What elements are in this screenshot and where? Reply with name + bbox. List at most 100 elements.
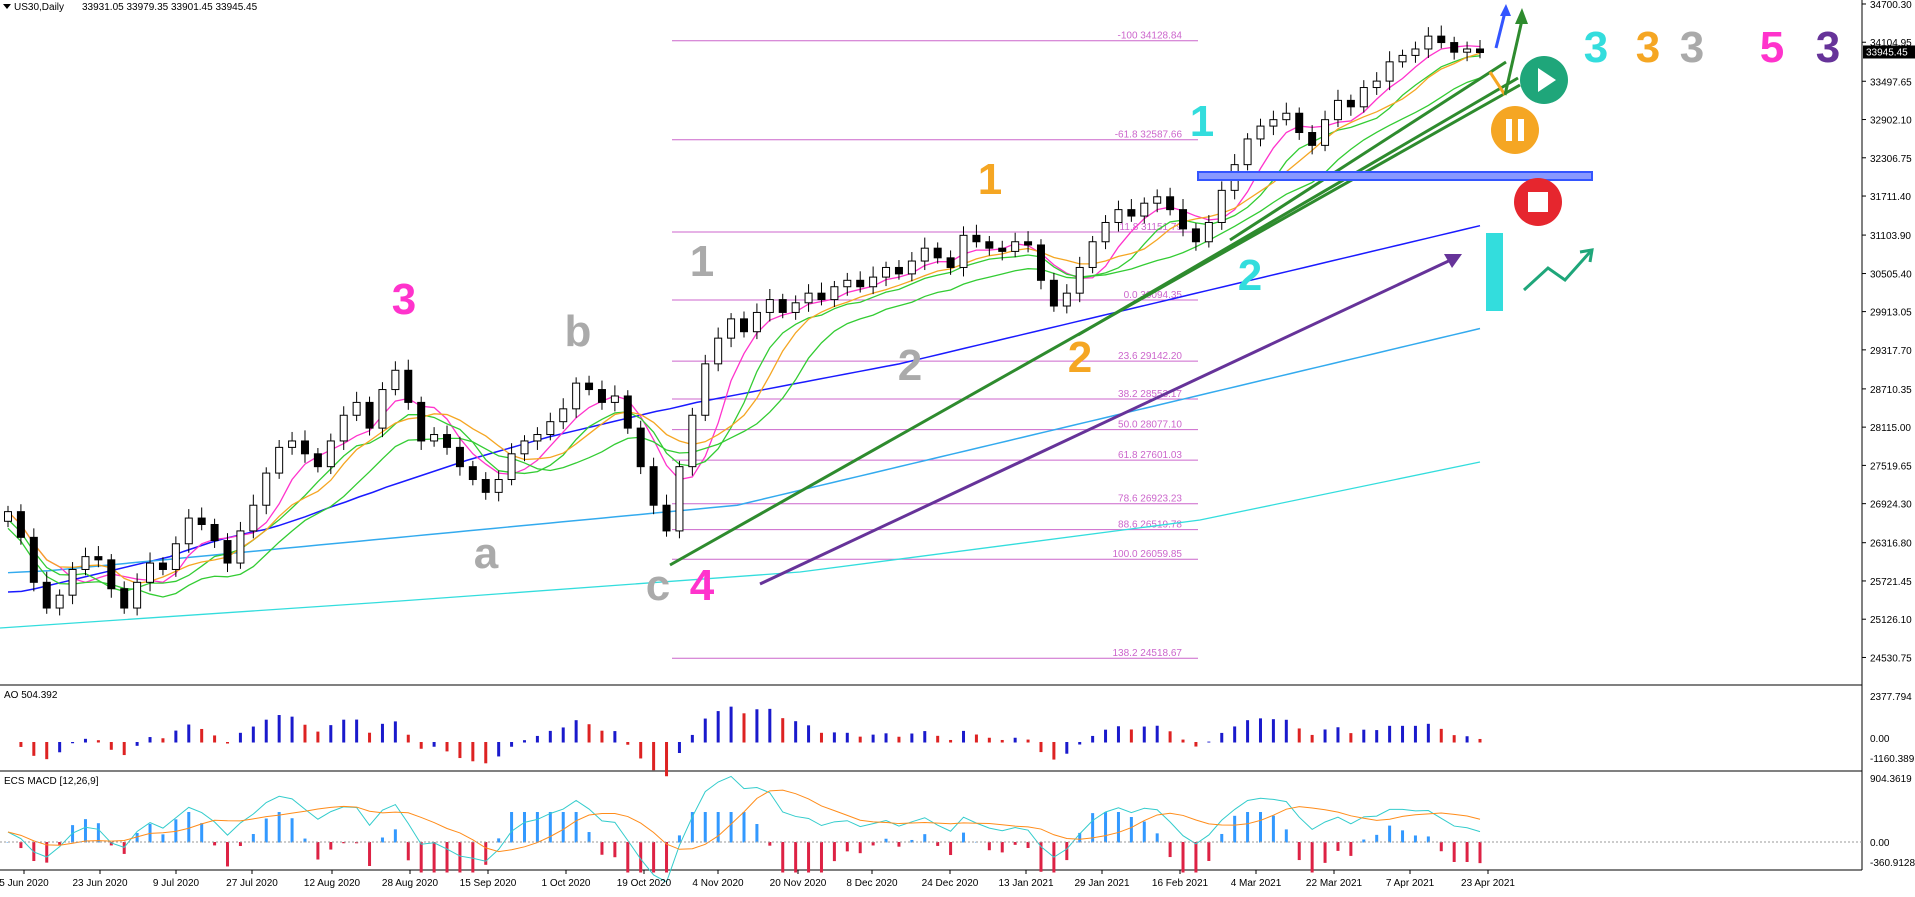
candle[interactable] — [507, 453, 516, 481]
candle[interactable] — [107, 559, 116, 590]
candle[interactable] — [1321, 119, 1330, 146]
candle[interactable] — [1153, 196, 1162, 204]
candle[interactable] — [1024, 241, 1033, 246]
candle[interactable] — [133, 581, 142, 609]
candle[interactable] — [1463, 48, 1472, 53]
candle[interactable] — [404, 369, 413, 403]
candle[interactable] — [1295, 112, 1304, 134]
candle[interactable] — [636, 427, 645, 468]
candle[interactable] — [572, 382, 581, 410]
candle[interactable] — [533, 434, 542, 442]
candle[interactable] — [804, 292, 813, 304]
candle[interactable] — [249, 504, 258, 532]
candle[interactable] — [1062, 292, 1071, 307]
candle[interactable] — [158, 562, 167, 570]
candle[interactable] — [223, 540, 232, 564]
candle[interactable] — [1114, 209, 1123, 223]
candle[interactable] — [623, 395, 632, 429]
trendline-purple[interactable] — [759, 256, 1456, 586]
candle[interactable] — [1101, 221, 1110, 243]
candle[interactable] — [843, 279, 852, 288]
candle[interactable] — [959, 234, 968, 268]
candle[interactable] — [197, 517, 206, 525]
candle[interactable] — [352, 401, 361, 416]
candle[interactable] — [171, 543, 180, 570]
candle[interactable] — [68, 568, 77, 596]
target-zone[interactable] — [1486, 233, 1503, 311]
candle[interactable] — [55, 594, 64, 609]
candle[interactable] — [740, 318, 748, 333]
candle[interactable] — [1424, 35, 1433, 50]
candle[interactable] — [81, 556, 90, 570]
candle[interactable] — [1308, 132, 1317, 146]
candle[interactable] — [1333, 99, 1342, 121]
candle[interactable] — [920, 247, 929, 262]
candle[interactable] — [1179, 209, 1188, 230]
candle[interactable] — [752, 311, 761, 333]
candle[interactable] — [714, 337, 723, 365]
candle[interactable] — [894, 266, 903, 275]
candle[interactable] — [559, 408, 568, 423]
candle[interactable] — [675, 466, 684, 532]
candle[interactable] — [985, 241, 994, 249]
candle[interactable] — [210, 523, 219, 542]
candle[interactable] — [765, 299, 774, 313]
candle[interactable] — [1075, 266, 1084, 294]
candle[interactable] — [688, 414, 697, 468]
candle[interactable] — [443, 434, 452, 448]
candle[interactable] — [1217, 189, 1226, 223]
candle[interactable] — [1204, 221, 1213, 243]
candle[interactable] — [1476, 48, 1484, 54]
candle[interactable] — [1140, 202, 1149, 217]
candle[interactable] — [546, 421, 555, 436]
candle[interactable] — [998, 247, 1007, 252]
candle[interactable] — [662, 504, 671, 532]
candle[interactable] — [727, 318, 736, 339]
candle[interactable] — [907, 260, 916, 275]
candle[interactable] — [339, 414, 348, 442]
candle[interactable] — [1088, 241, 1097, 268]
candle[interactable] — [365, 401, 374, 429]
candle[interactable] — [481, 479, 490, 493]
candle[interactable] — [933, 247, 942, 259]
candle[interactable] — [1450, 42, 1459, 53]
candle[interactable] — [610, 395, 619, 403]
candle[interactable] — [1243, 138, 1252, 166]
candle[interactable] — [4, 511, 12, 522]
candle[interactable] — [701, 363, 710, 416]
candle[interactable] — [326, 440, 335, 468]
candle[interactable] — [946, 257, 955, 268]
candle[interactable] — [882, 266, 891, 278]
candle[interactable] — [1191, 228, 1200, 243]
candle[interactable] — [830, 286, 839, 301]
candle[interactable] — [300, 440, 309, 455]
candle[interactable] — [1256, 125, 1265, 140]
candle[interactable] — [1398, 54, 1407, 63]
candle[interactable] — [313, 453, 322, 468]
pause-icon[interactable] — [1491, 106, 1539, 154]
candle[interactable] — [597, 389, 606, 403]
candle[interactable] — [391, 369, 400, 391]
candle[interactable] — [16, 511, 25, 538]
candle[interactable] — [1385, 61, 1394, 82]
candle[interactable] — [585, 382, 594, 391]
candle[interactable] — [1282, 112, 1291, 121]
trendline-green[interactable] — [1229, 60, 1507, 242]
candle[interactable] — [972, 234, 981, 243]
candle[interactable] — [869, 276, 878, 288]
candle[interactable] — [1036, 244, 1045, 281]
candle[interactable] — [1359, 87, 1368, 108]
candle[interactable] — [275, 446, 284, 474]
candle[interactable] — [791, 302, 800, 313]
candle[interactable] — [146, 562, 155, 583]
candle[interactable] — [1127, 209, 1136, 217]
candle[interactable] — [430, 434, 439, 442]
candle[interactable] — [288, 440, 297, 448]
candle[interactable] — [817, 292, 826, 301]
support-zone[interactable] — [1197, 171, 1593, 181]
candle[interactable] — [94, 556, 103, 561]
candle[interactable] — [1346, 99, 1355, 108]
candle[interactable] — [378, 389, 387, 429]
candle[interactable] — [120, 588, 129, 609]
